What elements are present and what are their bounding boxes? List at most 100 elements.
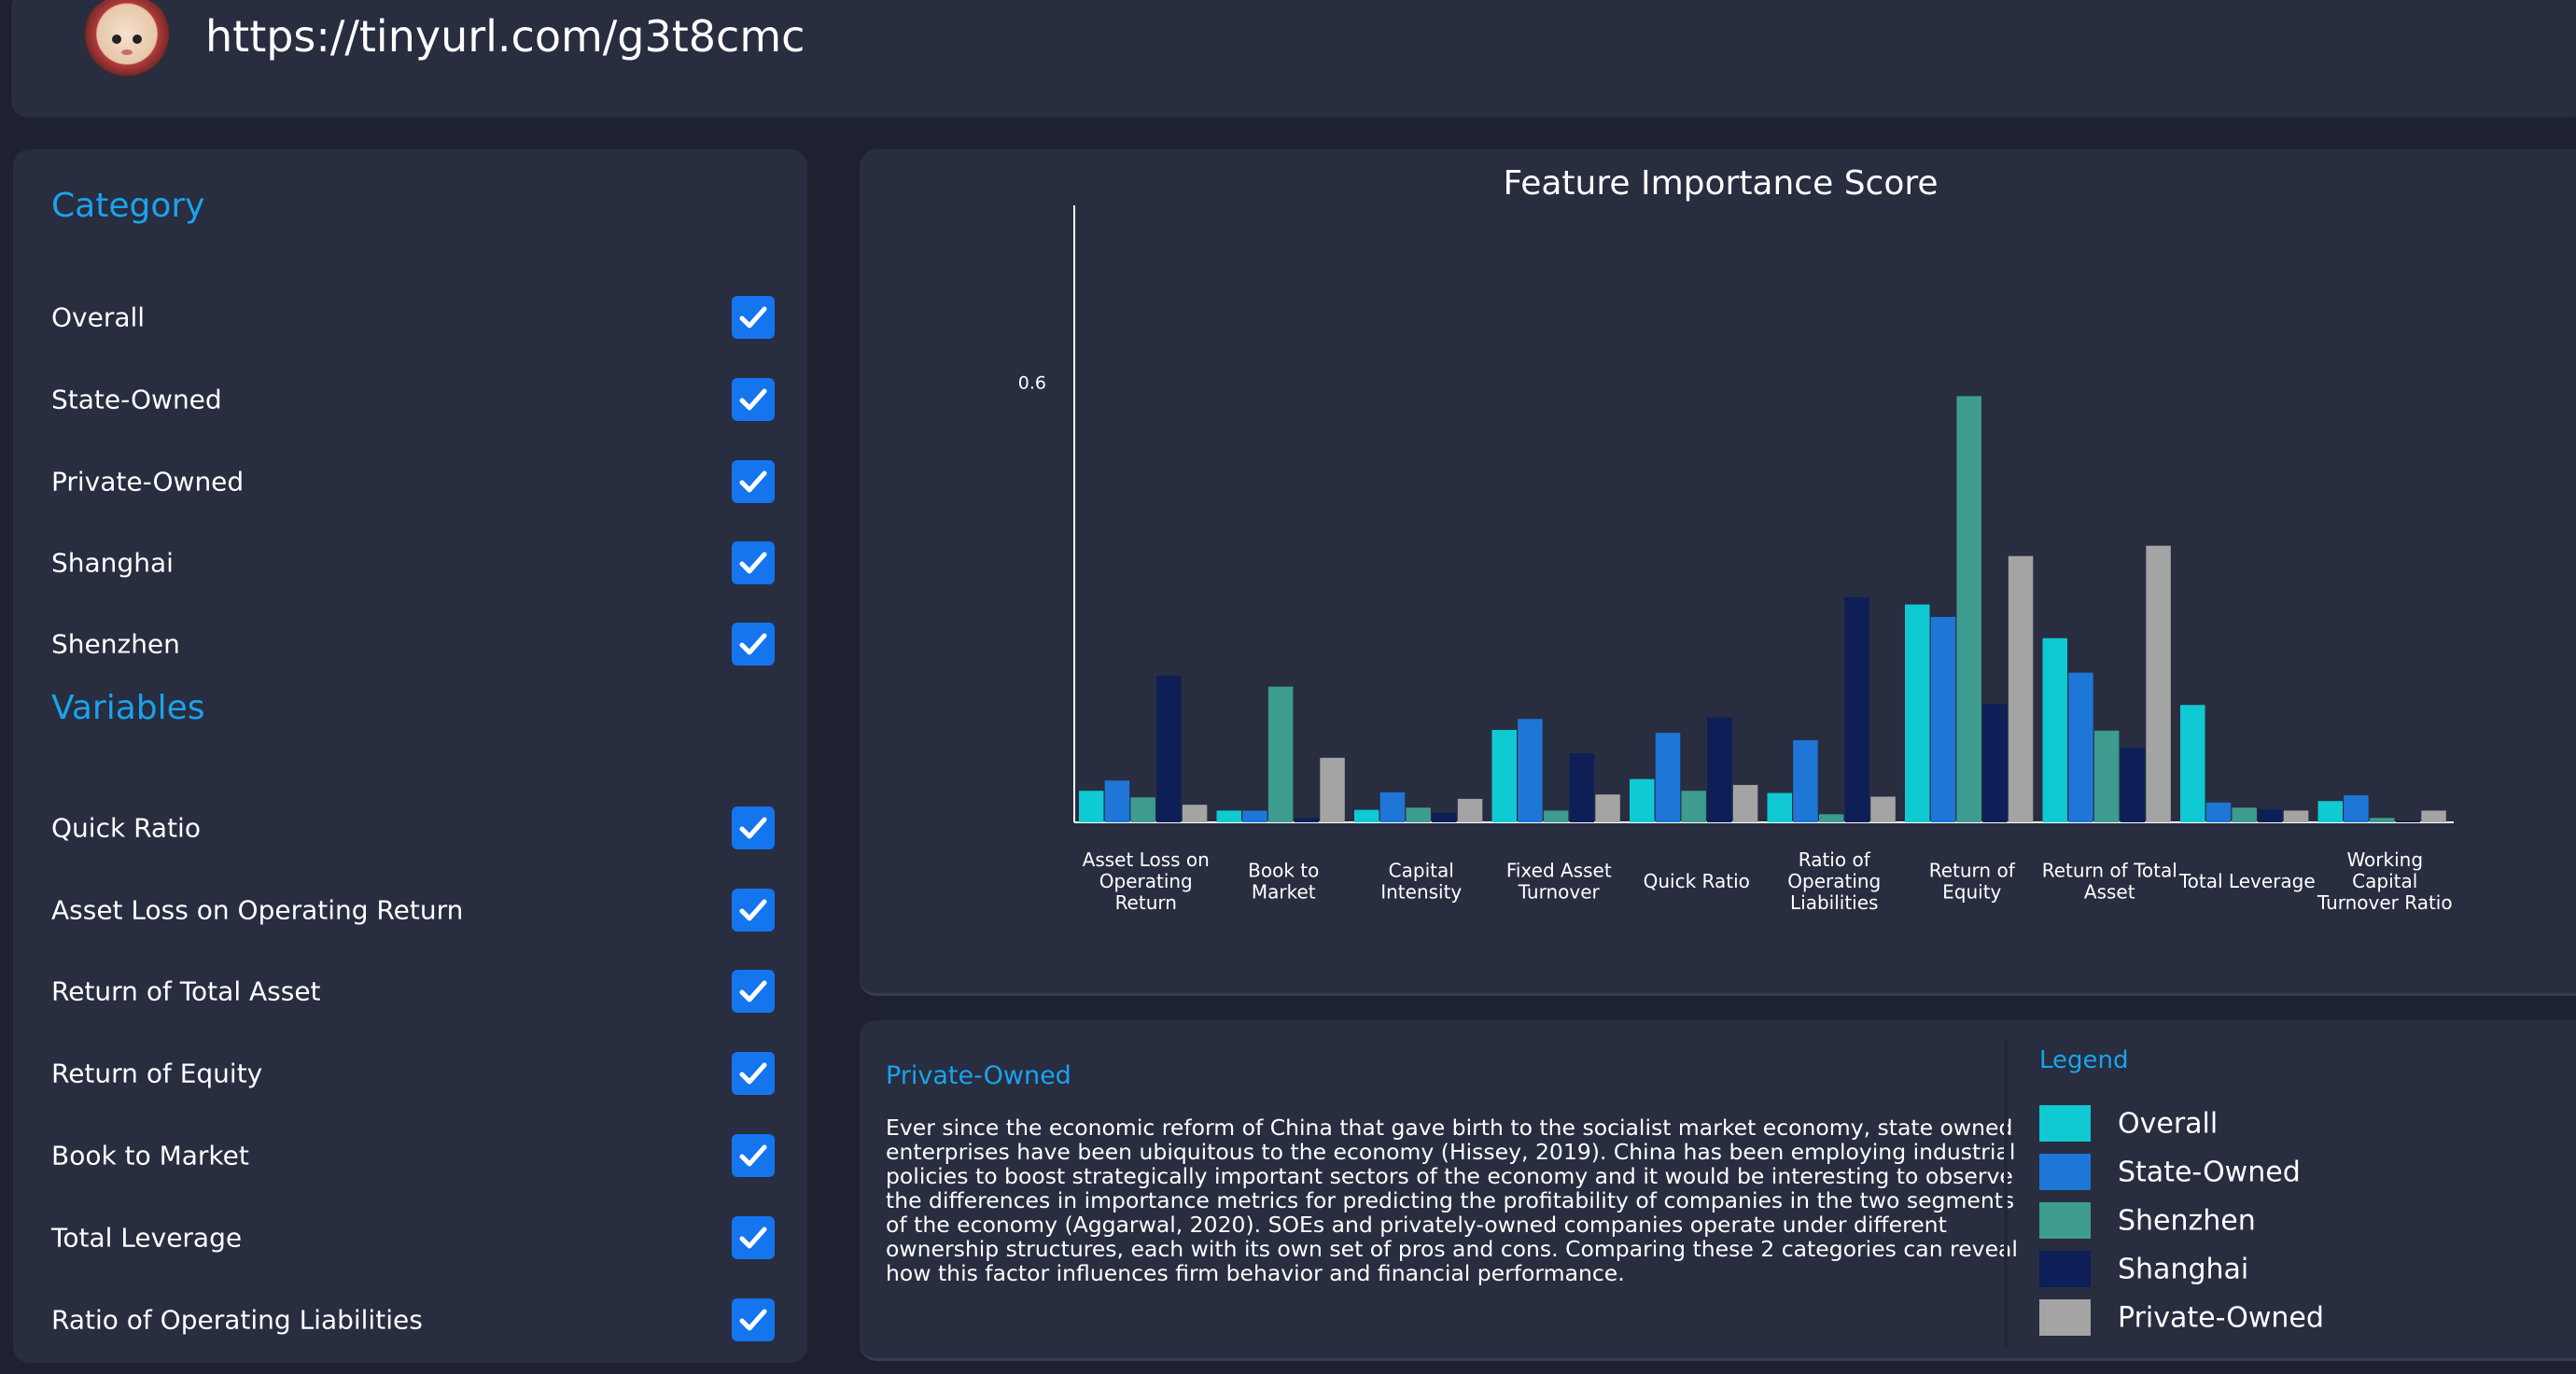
overall-checkbox[interactable]	[732, 296, 775, 339]
variable-option-return-total-asset[interactable]: Return of Total Asset	[51, 963, 775, 1019]
legend-title: Legend	[2039, 1046, 2129, 1074]
bar-shanghai-1[interactable]	[1294, 818, 1320, 822]
category-option-shanghai[interactable]: Shanghai	[51, 535, 775, 591]
bar-private-owned-3[interactable]	[1595, 794, 1620, 822]
bar-overall-4[interactable]	[1630, 778, 1655, 822]
legend-label: Shanghai	[2118, 1253, 2249, 1286]
url-link[interactable]: https://tinyurl.com/g3t8cmc	[205, 11, 805, 62]
legend-swatch	[2039, 1299, 2091, 1336]
x-tick-label: Fixed Asset Turnover	[1506, 860, 1612, 904]
top-bar: https://tinyurl.com/g3t8cmc	[11, 0, 2576, 118]
bar-shanghai-4[interactable]	[1707, 717, 1732, 822]
bar-state-owned-0[interactable]	[1104, 780, 1130, 822]
x-tick-label: Ratio of Operating Liabilities	[1787, 848, 1881, 914]
bar-state-owned-7[interactable]	[2068, 672, 2093, 822]
book-to-market-checkbox[interactable]	[732, 1134, 775, 1177]
filter-sidebar: Category Overall State-Owned Private-Own…	[13, 149, 807, 1363]
bar-shanghai-8[interactable]	[2258, 808, 2283, 822]
variable-option-operating-liabilities[interactable]: Ratio of Operating Liabilities	[51, 1292, 775, 1348]
bar-private-owned-1[interactable]	[1320, 757, 1345, 822]
category-option-private-owned[interactable]: Private-Owned	[51, 454, 775, 510]
bar-state-owned-5[interactable]	[1793, 739, 1818, 822]
option-label: Private-Owned	[51, 466, 245, 498]
legend-item-private-owned: Private-Owned	[2039, 1299, 2506, 1337]
bar-shanghai-9[interactable]	[2395, 820, 2421, 822]
x-tick-label: Capital Intensity	[1380, 860, 1462, 904]
bar-shanghai-0[interactable]	[1156, 675, 1182, 822]
bar-shenzhen-9[interactable]	[2369, 818, 2395, 822]
bar-shenzhen-6[interactable]	[1956, 396, 1981, 822]
bar-shanghai-7[interactable]	[2120, 748, 2146, 822]
legend-swatch	[2039, 1154, 2091, 1190]
legend-item-shenzhen: Shenzhen	[2039, 1202, 2506, 1240]
bar-shenzhen-1[interactable]	[1267, 686, 1294, 822]
bar-private-owned-6[interactable]	[2008, 555, 2034, 822]
shanghai-checkbox[interactable]	[732, 541, 775, 584]
bar-overall-9[interactable]	[2317, 801, 2344, 822]
category-option-overall[interactable]: Overall	[51, 289, 775, 345]
info-title: Private-Owned	[886, 1061, 1071, 1090]
bar-overall-5[interactable]	[1767, 792, 1793, 822]
private-owned-checkbox[interactable]	[732, 460, 775, 503]
bar-overall-0[interactable]	[1079, 791, 1104, 822]
variable-option-total-leverage[interactable]: Total Leverage	[51, 1210, 775, 1266]
x-tick-label: Return of Total Asset	[2042, 860, 2177, 904]
shenzhen-checkbox[interactable]	[732, 623, 775, 666]
bar-shanghai-6[interactable]	[1982, 704, 2008, 822]
bar-state-owned-6[interactable]	[1930, 616, 1956, 822]
return-total-asset-checkbox[interactable]	[732, 970, 775, 1013]
bar-state-owned-9[interactable]	[2344, 794, 2369, 822]
x-tick-label: Quick Ratio	[1644, 870, 1750, 892]
legend-swatch	[2039, 1105, 2091, 1142]
bar-overall-2[interactable]	[1354, 809, 1379, 822]
bar-shanghai-5[interactable]	[1844, 596, 1870, 822]
state-owned-checkbox[interactable]	[732, 378, 775, 421]
quick-ratio-checkbox[interactable]	[732, 806, 775, 849]
bar-shenzhen-5[interactable]	[1818, 814, 1844, 822]
total-leverage-checkbox[interactable]	[732, 1216, 775, 1259]
bar-shenzhen-0[interactable]	[1130, 797, 1155, 822]
option-label: Return of Total Asset	[51, 975, 321, 1007]
legend-swatch	[2039, 1251, 2091, 1287]
bar-shenzhen-4[interactable]	[1681, 791, 1706, 822]
category-option-shenzhen[interactable]: Shenzhen	[51, 616, 775, 672]
bar-overall-7[interactable]	[2042, 638, 2068, 822]
bar-state-owned-2[interactable]	[1379, 792, 1406, 822]
bar-private-owned-5[interactable]	[1870, 796, 1896, 822]
bar-shenzhen-3[interactable]	[1543, 810, 1569, 822]
return-equity-checkbox[interactable]	[732, 1052, 775, 1095]
bar-shenzhen-2[interactable]	[1406, 807, 1431, 822]
bar-overall-1[interactable]	[1216, 810, 1242, 822]
variable-option-book-to-market[interactable]: Book to Market	[51, 1128, 775, 1184]
bar-state-owned-3[interactable]	[1518, 719, 1543, 822]
bar-state-owned-8[interactable]	[2205, 802, 2232, 822]
bar-overall-8[interactable]	[2180, 705, 2205, 822]
bar-overall-3[interactable]	[1491, 729, 1518, 822]
bar-private-owned-2[interactable]	[1457, 798, 1483, 822]
bar-overall-6[interactable]	[1905, 604, 1930, 822]
variable-option-return-equity[interactable]: Return of Equity	[51, 1045, 775, 1101]
category-heading: Category	[51, 187, 205, 225]
bar-private-owned-7[interactable]	[2146, 545, 2171, 822]
bar-shenzhen-8[interactable]	[2232, 807, 2257, 822]
variable-option-quick-ratio[interactable]: Quick Ratio	[51, 800, 775, 856]
bar-private-owned-0[interactable]	[1182, 805, 1208, 822]
bar-shanghai-3[interactable]	[1569, 753, 1595, 822]
bar-private-owned-9[interactable]	[2421, 810, 2446, 822]
bar-private-owned-8[interactable]	[2283, 810, 2309, 822]
bar-state-owned-4[interactable]	[1655, 733, 1681, 822]
operating-liabilities-checkbox[interactable]	[732, 1298, 775, 1341]
option-label: State-Owned	[51, 384, 222, 415]
variable-option-asset-loss[interactable]: Asset Loss on Operating Return	[51, 882, 775, 938]
bar-private-owned-4[interactable]	[1732, 784, 1758, 822]
option-label: Shenzhen	[51, 628, 180, 660]
x-tick-label: Return of Equity	[1929, 860, 2016, 904]
info-panel: Private-Owned Ever since the economic re…	[860, 1020, 2576, 1361]
bar-state-owned-1[interactable]	[1242, 810, 1267, 822]
bar-shanghai-2[interactable]	[1432, 812, 1457, 822]
asset-loss-checkbox[interactable]	[732, 889, 775, 932]
x-tick-label: Total Leverage	[2178, 870, 2316, 892]
chart-title: Feature Importance Score	[1503, 164, 1939, 203]
category-option-state-owned[interactable]: State-Owned	[51, 372, 775, 428]
bar-shenzhen-7[interactable]	[2093, 730, 2120, 822]
